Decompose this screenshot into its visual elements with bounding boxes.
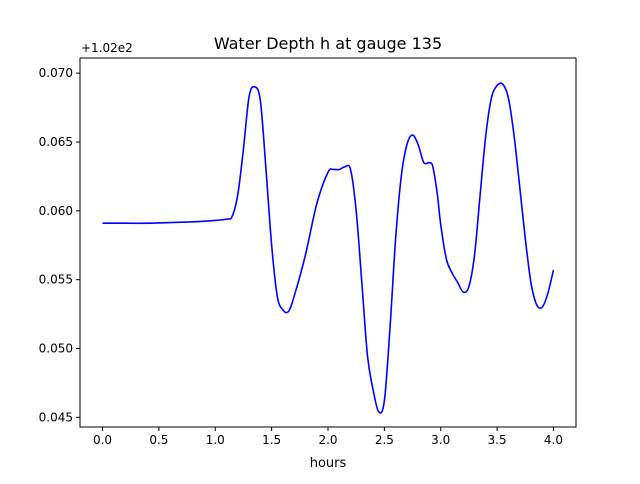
x-tick-label: 1.5 [262, 433, 281, 447]
chart-title: Water Depth h at gauge 135 [214, 34, 442, 53]
y-tick-label: 0.060 [39, 204, 73, 218]
series-line [102, 82, 555, 414]
x-tick-label: 0.0 [93, 433, 112, 447]
x-tick-label: 1.0 [206, 433, 225, 447]
plot-area-frame [79, 57, 577, 428]
y-tick-label: 0.050 [39, 342, 73, 356]
x-tick-label: 3.0 [431, 433, 450, 447]
x-axis-label: hours [310, 456, 347, 471]
x-tick-label: 4.0 [544, 433, 563, 447]
x-tick-label: 2.0 [318, 433, 337, 447]
y-tick-label: 0.065 [39, 135, 73, 149]
x-tick-label: 2.5 [375, 433, 394, 447]
x-tick-label: 0.5 [149, 433, 168, 447]
y-tick-label: 0.070 [39, 66, 73, 80]
ticks-layer: 0.0 0.5 1.0 1.5 2.0 2.5 3.0 3.5 4.0 0.045 0.050 0.0… [39, 66, 563, 447]
x-tick-label: 3.5 [488, 433, 507, 447]
y-axis-offset-label: +1.02e2 [81, 41, 133, 55]
y-tick-label: 0.045 [39, 410, 73, 424]
plot-line-layer [102, 82, 555, 414]
y-tick-label: 0.055 [39, 273, 73, 287]
